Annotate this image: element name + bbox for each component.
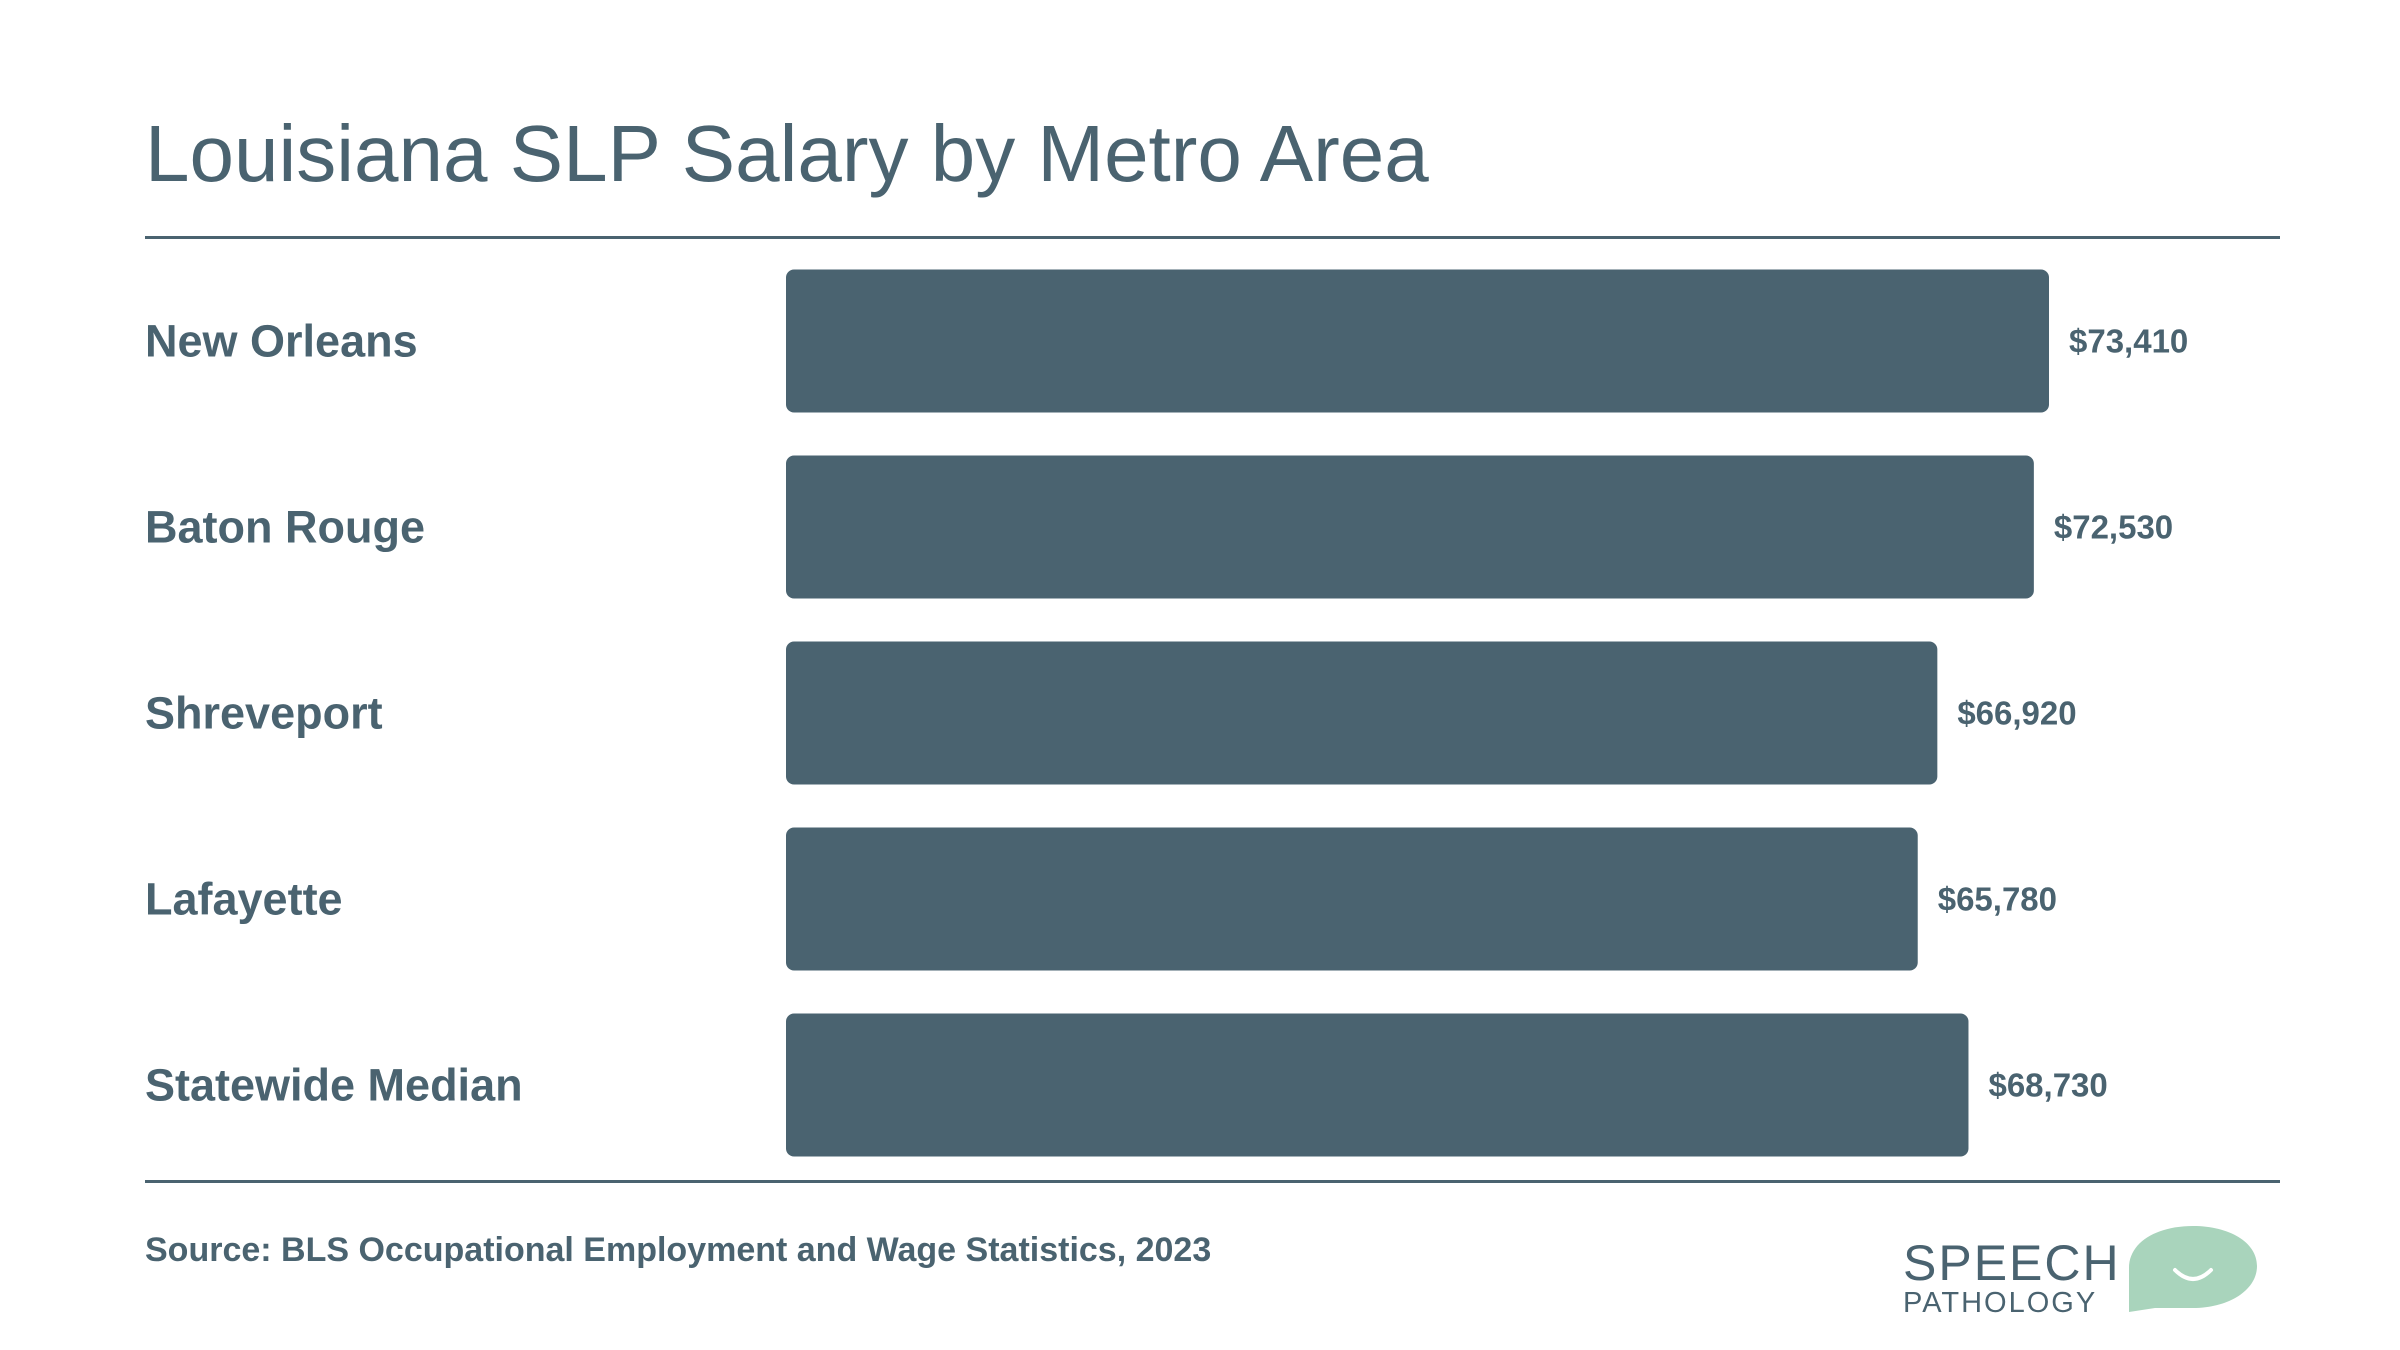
category-label: Baton Rouge [145, 502, 425, 553]
speech-pathology-logo[interactable]: SPEECH PATHOLOGY [1895, 1222, 2275, 1322]
category-label: Lafayette [145, 874, 343, 925]
category-label: Statewide Median [145, 1060, 523, 1111]
source-note: Source: BLS Occupational Employment and … [145, 1231, 1212, 1269]
bar[interactable] [786, 455, 2034, 599]
category-label: Shreveport [145, 688, 383, 739]
bar-chart: New Orleans $73,410 Baton Rouge $72,530 Shre… [145, 269, 2188, 1157]
speech-bubble-icon [2129, 1226, 2257, 1312]
bottom-divider [145, 1180, 2280, 1183]
value-label: $73,410 [2069, 323, 2188, 360]
value-label: $72,530 [2054, 509, 2173, 546]
top-divider [145, 236, 2280, 239]
bar[interactable] [786, 1013, 1969, 1157]
value-label: $68,730 [1988, 1067, 2107, 1104]
value-label: $66,920 [1957, 695, 2076, 732]
logo-text-speech: SPEECH [1903, 1235, 2121, 1291]
value-label: $65,780 [1938, 881, 2057, 918]
chart-title: Louisiana SLP Salary by Metro Area [145, 109, 1429, 198]
bar[interactable] [786, 827, 1918, 971]
bar[interactable] [786, 641, 1938, 785]
logo-text-pathology: PATHOLOGY [1903, 1287, 2098, 1319]
bar[interactable] [786, 269, 2049, 413]
category-label: New Orleans [145, 316, 418, 367]
